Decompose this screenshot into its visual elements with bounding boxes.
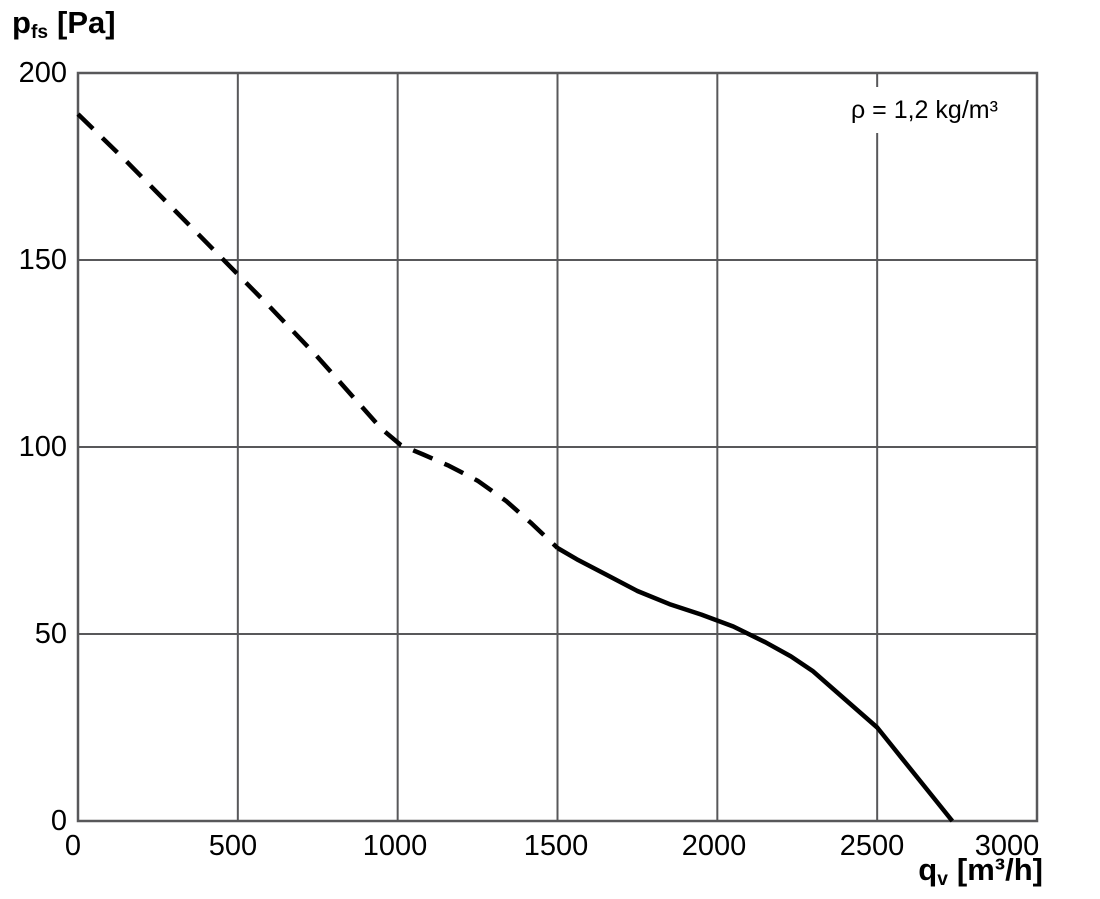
fan-curve-operating — [556, 546, 955, 823]
x-axis-subscript: v — [937, 869, 948, 891]
y-tick-label: 200 — [18, 57, 67, 89]
y-tick-label: 150 — [18, 244, 67, 276]
x-axis-unit: [m³/h] — [956, 852, 1043, 887]
x-tick-label: 1000 — [362, 830, 428, 862]
x-axis-title: qv [m³/h] — [918, 852, 1043, 891]
y-tick-label: 50 — [34, 618, 67, 650]
x-tick-label: 2500 — [839, 830, 905, 862]
x-tick-label: 500 — [208, 830, 258, 862]
y-axis-unit: [Pa] — [57, 5, 116, 40]
y-axis-symbol: p — [12, 5, 31, 40]
fan-curve-extrapolated — [76, 112, 560, 550]
y-tick-label: 100 — [18, 431, 67, 463]
density-annotation: ρ = 1,2 kg/m³ — [841, 87, 1008, 133]
plot-border — [76, 71, 1039, 823]
y-tick-label: 0 — [50, 805, 67, 837]
x-tick-label: 1500 — [523, 830, 589, 862]
y-axis-title: pfs [Pa] — [12, 5, 116, 44]
x-axis-symbol: q — [918, 852, 938, 887]
x-tick-label: 3000 — [974, 830, 1040, 862]
y-axis-subscript: fs — [30, 22, 49, 44]
x-tick-label: 0 — [64, 830, 82, 862]
x-tick-label: 2000 — [681, 830, 747, 862]
